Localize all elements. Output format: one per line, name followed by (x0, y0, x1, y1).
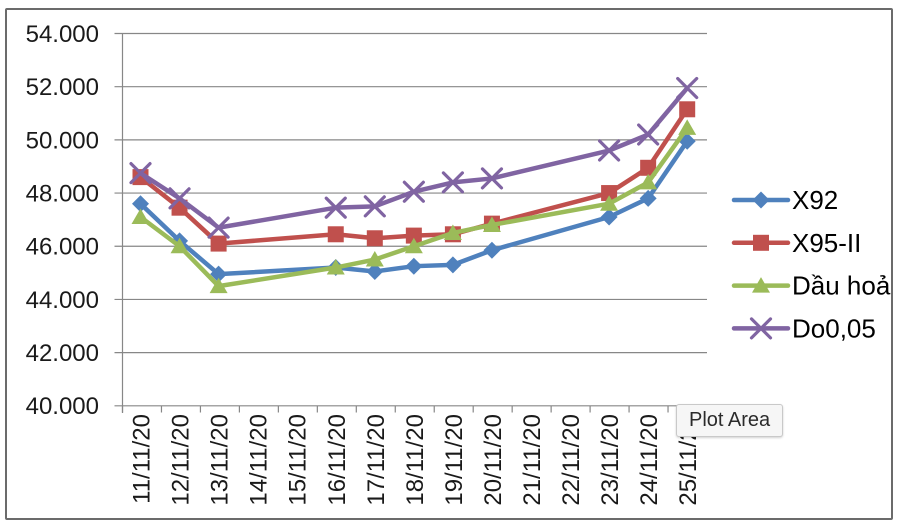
data-point-marker (753, 234, 769, 251)
legend-label: Do0,05 (792, 314, 876, 344)
data-point-marker (327, 226, 344, 243)
data-point-marker (483, 241, 501, 259)
data-point-marker (443, 224, 462, 240)
y-axis-label: 44.000 (26, 287, 99, 314)
data-point-marker (600, 208, 618, 226)
x-axis-label: 19/11/20 (441, 414, 468, 506)
y-axis-label: 52.000 (26, 74, 99, 101)
data-point-marker (170, 237, 189, 254)
data-point-marker (209, 277, 228, 294)
x-axis-labels: 11/11/20 12/11/20 13/11/20 14/11/20 15/11/20… (129, 414, 703, 506)
data-point-marker (324, 196, 347, 219)
data-point-marker (749, 317, 773, 340)
y-axis-label: 46.000 (26, 234, 99, 261)
data-point-marker (441, 171, 464, 194)
data-point-marker (600, 195, 619, 211)
axes (121, 33, 708, 413)
legend-label: Dầu hoả (792, 271, 891, 301)
plot-area-tooltip: Plot Area (676, 404, 784, 437)
legend-item-x92[interactable]: X92 (731, 185, 838, 215)
data-point-marker (639, 173, 658, 190)
gridlines (114, 32, 707, 407)
x-axis-label: 13/11/20 (207, 414, 234, 506)
data-point-marker (366, 263, 384, 281)
data-point-marker (129, 162, 152, 185)
x-axis-label: 16/11/20 (324, 414, 351, 506)
legend-label: X95-II (792, 228, 861, 258)
legend-item-do0-05[interactable]: Do0,05 (731, 314, 876, 344)
data-point-marker (132, 195, 149, 213)
y-axis-label: 42.000 (26, 340, 99, 367)
y-axis-label: 48.000 (26, 180, 99, 207)
data-point-marker (679, 101, 696, 118)
legend-item-d-u-ho[interactable]: Dầu hoả (731, 271, 891, 301)
data-point-marker (752, 277, 770, 293)
legend-label: X92 (792, 185, 838, 215)
data-point-marker (752, 191, 770, 209)
x-axis-label: 12/11/20 (168, 414, 195, 506)
series-x95-ii[interactable] (132, 101, 696, 252)
x-axis-label: 24/11/20 (636, 414, 663, 506)
data-point-marker (676, 76, 699, 100)
x-axis-label: 15/11/20 (285, 414, 312, 506)
y-axis-label: 40.000 (26, 393, 99, 420)
series-d-u-ho[interactable] (131, 119, 697, 294)
data-point-marker (637, 123, 660, 146)
data-point-marker (601, 185, 618, 202)
x-axis-label: 17/11/20 (363, 414, 390, 506)
y-axis-label: 54.000 (26, 21, 99, 48)
data-point-marker (207, 216, 230, 239)
data-point-marker (678, 119, 697, 135)
data-point-marker (366, 230, 383, 247)
data-point-marker (598, 139, 621, 162)
series-do0-05[interactable] (129, 76, 699, 239)
data-point-marker (210, 265, 228, 283)
data-point-marker (402, 180, 425, 203)
x-axis-label: 18/11/20 (402, 414, 429, 506)
data-point-marker (363, 195, 386, 218)
legend-item-x95-ii[interactable]: X95-II (731, 228, 861, 258)
data-point-marker (326, 259, 345, 275)
data-point-marker (480, 167, 504, 190)
x-axis-label: 22/11/20 (558, 414, 585, 506)
data-point-marker (365, 251, 384, 267)
data-point-marker (405, 257, 423, 275)
data-point-marker (131, 208, 150, 224)
data-point-marker (168, 187, 191, 210)
series-x92[interactable] (132, 132, 696, 283)
data-point-marker (640, 159, 657, 176)
x-axis-label: 20/11/20 (480, 414, 507, 506)
data-point-marker (210, 235, 227, 252)
data-point-marker (444, 256, 462, 274)
data-point-marker (405, 227, 422, 244)
x-axis-label: 11/11/20 (129, 414, 156, 504)
legend: X92 X95-II Dầu hoả Do0,05 (731, 185, 891, 344)
x-axis-label: 21/11/20 (519, 414, 546, 506)
y-axis-labels: 40.000 42.000 44.000 46.000 48.000 50.000 52.0… (26, 21, 99, 420)
data-point-marker (482, 216, 501, 232)
x-axis-label: 14/11/20 (246, 414, 273, 506)
x-axis-label: 23/11/20 (597, 414, 624, 506)
data-point-marker (404, 237, 423, 254)
y-axis-label: 50.000 (26, 127, 99, 154)
data-point-marker (639, 189, 657, 207)
